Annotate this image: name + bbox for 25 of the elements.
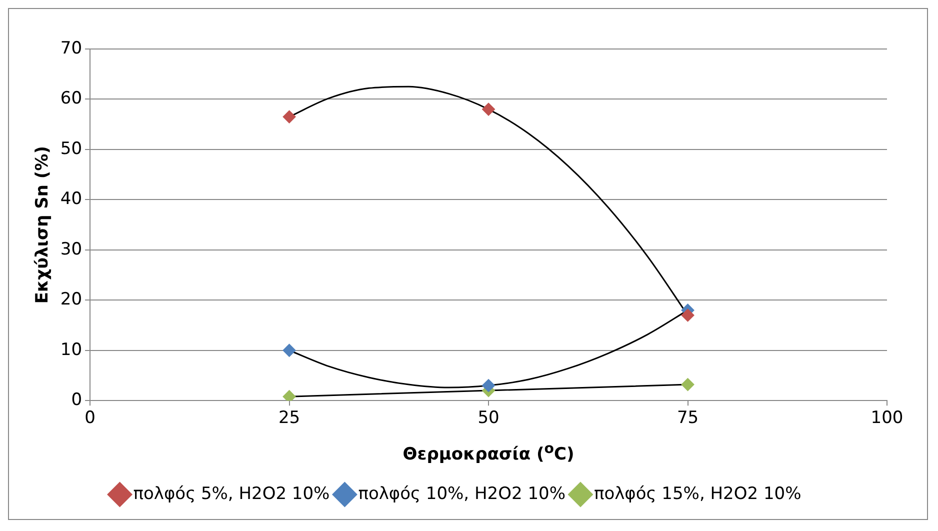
- point: [282, 110, 296, 124]
- y-tick-label: 50: [60, 138, 82, 159]
- point: [482, 102, 496, 116]
- point: [681, 378, 694, 392]
- x-tick-label: 0: [84, 408, 96, 428]
- y-tick-label: 0: [71, 390, 82, 410]
- y-tick-label: 40: [60, 189, 82, 210]
- y-tick-label: 10: [60, 340, 82, 360]
- point: [282, 390, 296, 401]
- point: [681, 308, 694, 322]
- y-axis-title: Εκχύλιση Sn (%): [32, 146, 53, 304]
- point: [482, 379, 496, 392]
- y-tick-label: 60: [60, 88, 82, 109]
- legend-label: πολφός 5%, H2O2 10%: [133, 484, 330, 504]
- legend-label: πολφός 15%, H2O2 10%: [594, 484, 802, 504]
- y-tick-label: 70: [60, 38, 82, 58]
- legend-label: πολφός 10%, H2O2 10%: [358, 484, 566, 504]
- x-tick-label: 75: [676, 408, 699, 428]
- x-tick-label: 50: [478, 408, 500, 428]
- point: [282, 344, 296, 357]
- x-axis-title: Θερμοκρασία ($^{o}$C): [402, 440, 576, 464]
- x-tick-label: 25: [278, 408, 300, 428]
- y-tick-label: 20: [60, 290, 82, 310]
- x-tick-label: 100: [870, 408, 904, 428]
- y-tick-label: 30: [60, 239, 82, 260]
